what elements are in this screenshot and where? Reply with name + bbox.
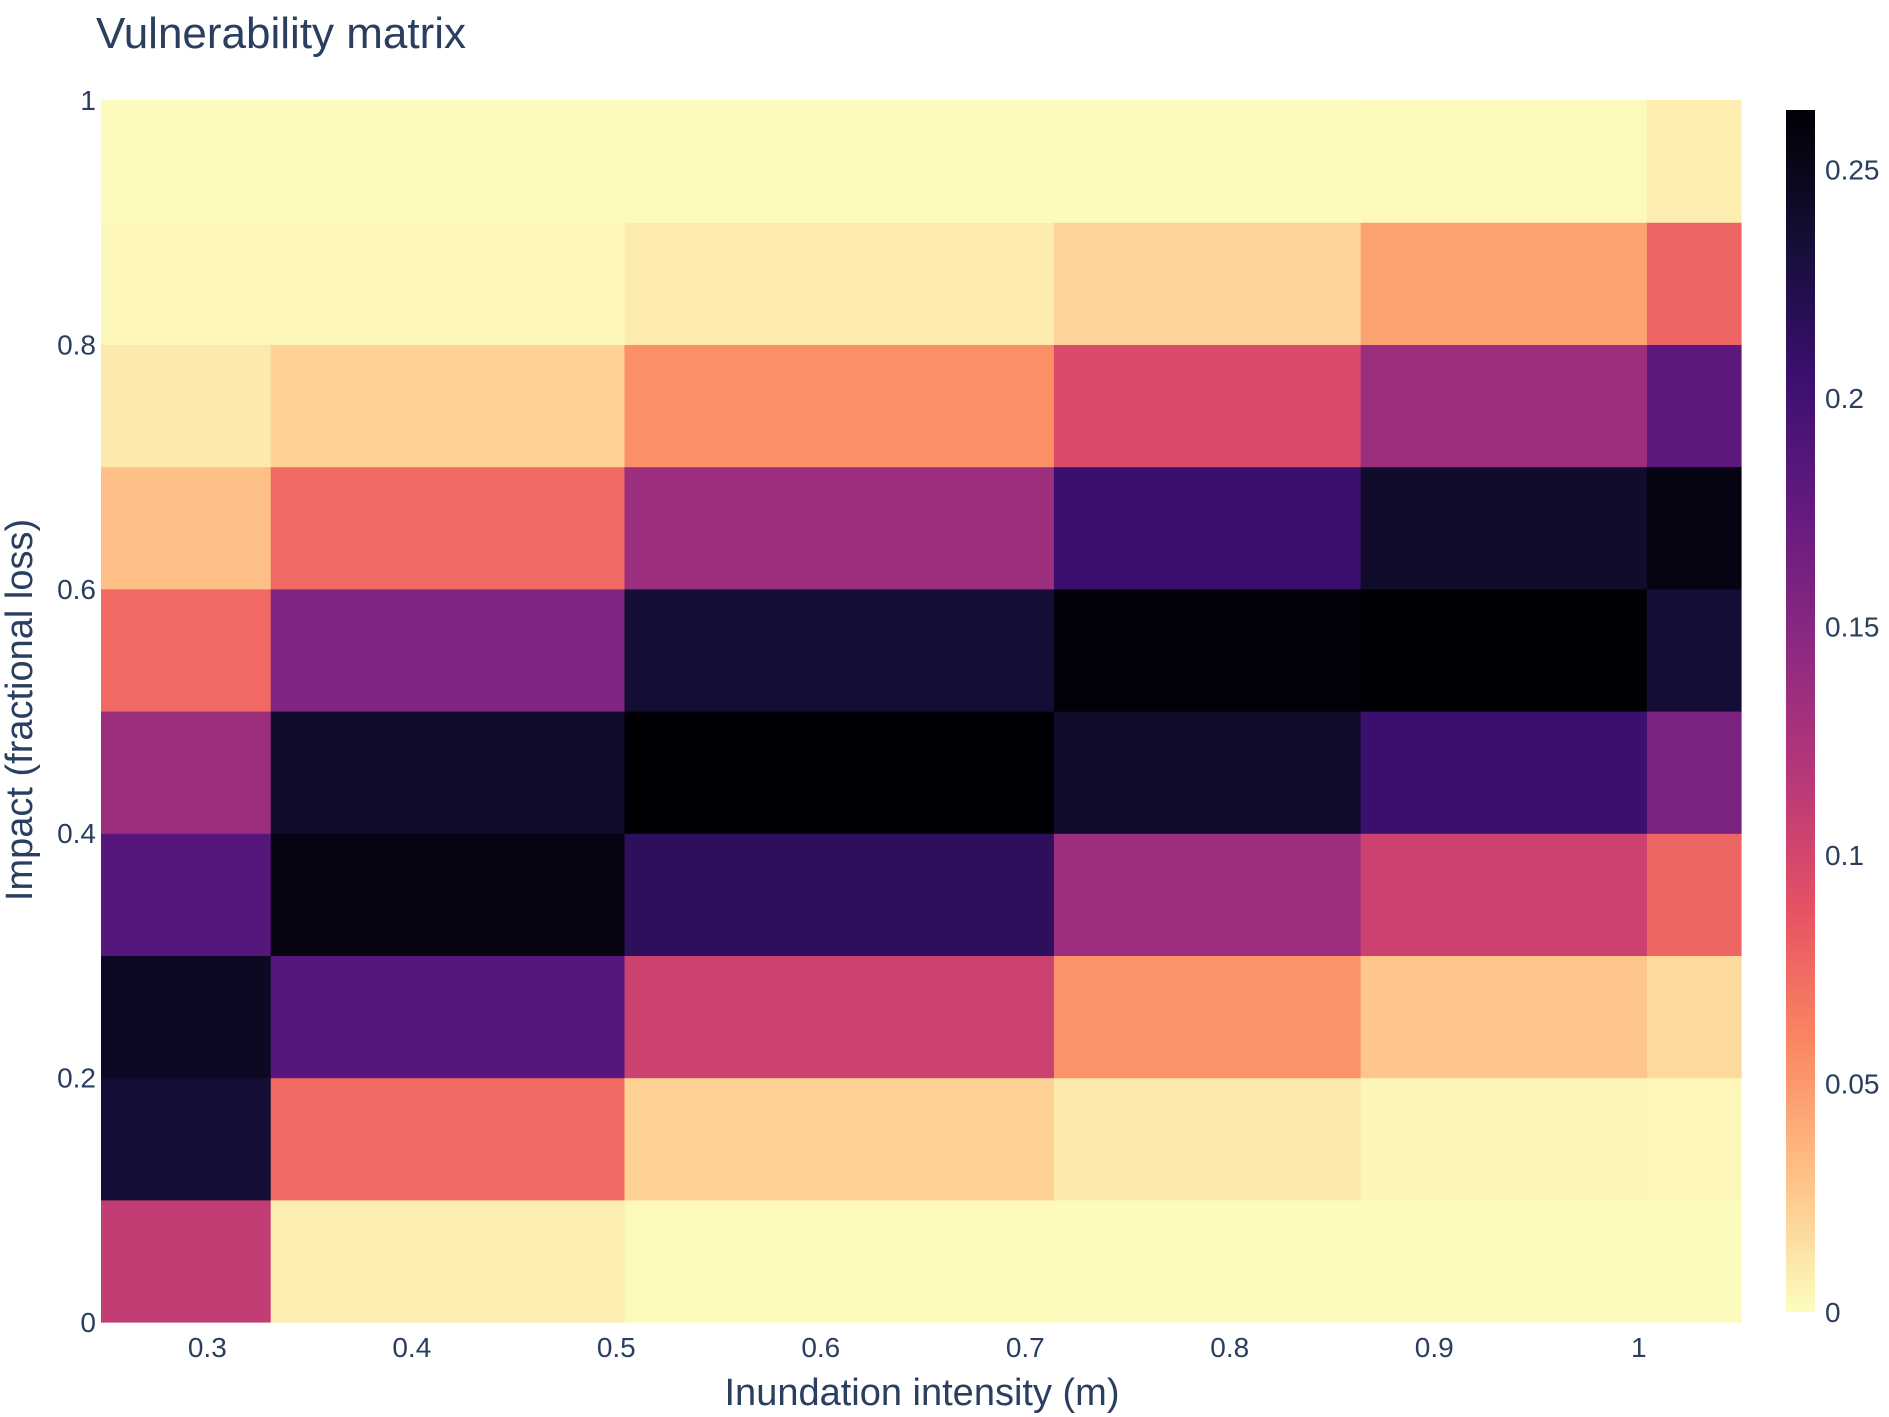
heatmap-cell [624, 222, 1055, 345]
heatmap-cell [270, 222, 626, 345]
heatmap-cell [270, 344, 626, 468]
heatmap-cell [270, 711, 626, 834]
heatmap-cell [270, 1077, 626, 1201]
heatmap-cell [1053, 955, 1362, 1079]
heatmap-cell [1053, 344, 1362, 468]
heatmap-cell [101, 1199, 272, 1323]
y-axis-title: Impact (fractional loss) [0, 519, 41, 901]
heatmap-cell [1646, 1199, 1742, 1323]
heatmap-cell [1360, 1199, 1648, 1323]
heatmap-cell [101, 833, 272, 956]
heatmap-cell [624, 344, 1055, 468]
heatmap-cell [1360, 711, 1648, 834]
x-tick-label: 0.7 [1006, 1332, 1045, 1363]
y-tick-label: 0.6 [57, 574, 96, 605]
y-tick-label: 0.2 [57, 1063, 96, 1094]
heatmap-cell [1053, 1199, 1362, 1323]
heatmap-cell [270, 955, 626, 1079]
colorbar-tick-label: 0.15 [1825, 611, 1880, 642]
x-tick-label: 0.6 [801, 1332, 840, 1363]
heatmap-cell [101, 100, 272, 223]
heatmap-cell [624, 833, 1055, 956]
heatmap-cell [624, 955, 1055, 1079]
x-tick-label: 0.5 [597, 1332, 636, 1363]
heatmap-cell [1360, 344, 1648, 468]
y-tick-label: 0.4 [57, 818, 96, 849]
heatmap-cell [624, 588, 1055, 712]
colorbar-tick-label: 0 [1825, 1297, 1841, 1328]
heatmap-cell [1053, 222, 1362, 345]
x-tick-label: 0.9 [1415, 1332, 1454, 1363]
heatmap-cell [270, 100, 626, 223]
y-axis-ticks: 0 0.2 0.4 0.6 0.8 1 [57, 85, 96, 1338]
heatmap-cell [624, 100, 1055, 223]
heatmap-cell [1646, 100, 1742, 223]
colorbar-tick-label: 0.25 [1825, 154, 1880, 185]
x-tick-label: 1 [1631, 1332, 1647, 1363]
colorbar-tick-label: 0.2 [1825, 383, 1864, 414]
heatmap-cell [101, 222, 272, 345]
heatmap-cells [101, 100, 1742, 1323]
heatmap-cell [1360, 222, 1648, 345]
x-tick-label: 0.8 [1210, 1332, 1249, 1363]
heatmap-cell [1646, 833, 1742, 956]
y-tick-label: 0 [80, 1307, 96, 1338]
heatmap-cell [270, 466, 626, 590]
x-tick-label: 0.3 [188, 1332, 227, 1363]
heatmap-cell [1360, 1077, 1648, 1201]
heatmap-cell [1646, 588, 1742, 712]
x-axis-title: Inundation intensity (m) [725, 1372, 1120, 1414]
y-tick-label: 0.8 [57, 329, 96, 360]
heatmap-cell [270, 588, 626, 712]
heatmap-cell [1360, 588, 1648, 712]
heatmap-cell [1646, 344, 1742, 468]
x-tick-label: 0.4 [392, 1332, 431, 1363]
heatmap-cell [101, 344, 272, 468]
colorbar [1786, 110, 1815, 1312]
heatmap-cell [270, 833, 626, 956]
heatmap-cell [101, 1077, 272, 1201]
heatmap-cell [1646, 711, 1742, 834]
heatmap-cell [1360, 100, 1648, 223]
heatmap-cell [1360, 833, 1648, 956]
colorbar-tick-label: 0.05 [1825, 1068, 1880, 1099]
chart-title: Vulnerability matrix [96, 9, 466, 58]
heatmap-cell [101, 955, 272, 1079]
heatmap-cell [1646, 466, 1742, 590]
heatmap-cell [1646, 955, 1742, 1079]
x-axis-ticks: 0.3 0.4 0.5 0.6 0.7 0.8 0.9 1 [188, 1332, 1647, 1363]
heatmap-cell [1053, 100, 1362, 223]
colorbar-ticks: 0 0.05 0.1 0.15 0.2 0.25 [1825, 154, 1880, 1328]
heatmap-cell [1360, 466, 1648, 590]
heatmap-cell [101, 466, 272, 590]
heatmap-cell [624, 1199, 1055, 1323]
heatmap-cell [1646, 1077, 1742, 1201]
heatmap-cell [101, 711, 272, 834]
y-tick-label: 1 [80, 85, 96, 116]
heatmap-cell [624, 1077, 1055, 1201]
heatmap-cell [270, 1199, 626, 1323]
heatmap-cell [1053, 833, 1362, 956]
heatmap-cell [1360, 955, 1648, 1079]
heatmap-cell [101, 588, 272, 712]
heatmap-cell [1053, 1077, 1362, 1201]
heatmap-cell [1053, 588, 1362, 712]
colorbar-tick-label: 0.1 [1825, 840, 1864, 871]
heatmap-cell [1646, 222, 1742, 345]
heatmap-cell [624, 466, 1055, 590]
heatmap-cell [1053, 466, 1362, 590]
heatmap-cell [624, 711, 1055, 834]
heatmap-cell [1053, 711, 1362, 834]
